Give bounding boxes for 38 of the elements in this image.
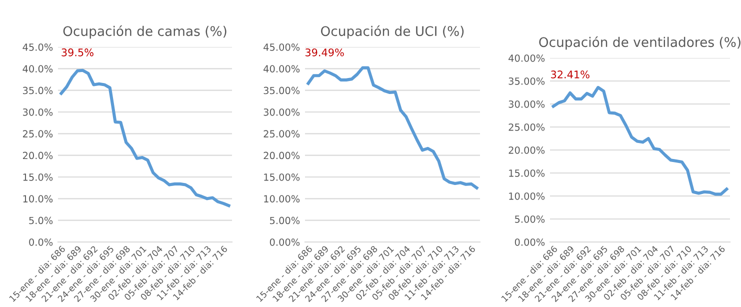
- y-tick-label: 25.00%: [264, 130, 300, 138]
- chart-title: Ocupación de ventiladores (%): [539, 36, 740, 50]
- y-tick-label: 35.0%: [22, 86, 53, 94]
- y-tick-label: 45.0%: [22, 43, 53, 51]
- y-tick-label: 35.00%: [508, 77, 545, 85]
- chart-title: Ocupación de camas (%): [63, 25, 226, 39]
- y-tick-label: 0.0%: [29, 238, 53, 246]
- line-series: [306, 66, 478, 190]
- y-tick-label: 40.00%: [508, 54, 545, 62]
- y-tick-label: 0.00%: [514, 238, 545, 246]
- line-series: [60, 68, 230, 208]
- y-tick-label: 20.00%: [508, 146, 545, 154]
- y-tick-label: 5.00%: [515, 215, 545, 223]
- y-tick-label: 15.00%: [264, 173, 300, 181]
- y-tick-label: 45.00%: [264, 43, 300, 51]
- y-tick-label: 40.0%: [22, 65, 53, 72]
- y-tick-label: 25.0%: [22, 130, 53, 138]
- y-tick-label: 5.0%: [29, 216, 53, 224]
- data-label: 39.49%: [306, 48, 344, 56]
- line-series: [552, 86, 728, 196]
- y-tick-label: 20.0%: [22, 152, 53, 160]
- y-tick-label: 10.00%: [264, 195, 300, 202]
- y-tick-label: 40.00%: [264, 65, 300, 72]
- y-tick-label: 15.0%: [23, 173, 53, 181]
- y-tick-label: 20.00%: [264, 152, 300, 160]
- y-tick-label: 10.00%: [509, 192, 545, 200]
- data-label: 39.5%: [62, 48, 94, 56]
- y-tick-label: 30.00%: [264, 108, 300, 116]
- y-tick-label: 15.00%: [509, 169, 545, 177]
- y-tick-label: 25.00%: [508, 123, 545, 131]
- y-tick-label: 10.0%: [23, 195, 53, 202]
- y-tick-label: 0.00%: [270, 238, 300, 246]
- y-tick-label: 35.00%: [264, 86, 300, 94]
- chart-title: Ocupación de UCI (%): [320, 25, 464, 39]
- y-tick-label: 30.00%: [508, 100, 545, 108]
- y-tick-label: 30.0%: [22, 108, 53, 116]
- y-tick-label: 5.00%: [270, 216, 300, 224]
- data-label: 32.41%: [551, 70, 590, 78]
